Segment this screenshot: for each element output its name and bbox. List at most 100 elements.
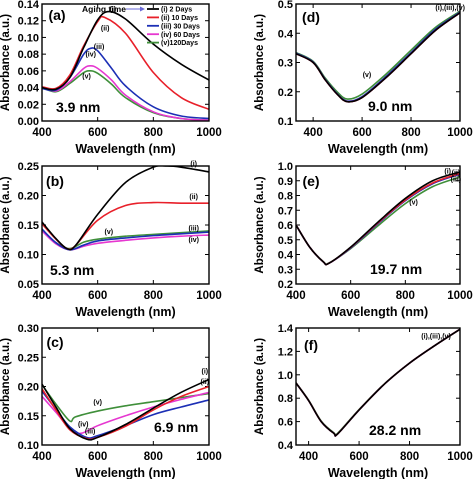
series-tag: (v): [93, 400, 102, 407]
plot-frame: [295, 327, 461, 446]
size-label: 19.7 nm: [370, 261, 422, 277]
y-tick-label: 1.0: [278, 370, 293, 382]
chart-panel-4: 400 600 800 1000 0.1 0.2 0.3 0.4 0.5 (i),(iii),(v…: [254, 0, 473, 156]
series-line--iv-60-days: [42, 65, 209, 121]
legend-entry-label: (iv) 60 Days: [161, 32, 200, 39]
x-axis-title: Wavelength (nm): [75, 466, 175, 479]
plot-frame: [41, 327, 210, 446]
x-tick-label: 400: [32, 451, 51, 463]
x-axis-title: Wavelength (nm): [328, 466, 428, 479]
y-axis-title: Absorbance (a.u.): [0, 176, 12, 273]
y-tick-label: 0.02: [18, 99, 39, 111]
y-tick-label: 1.4: [278, 323, 294, 335]
y-tick-label: 0.14: [18, 0, 40, 11]
series-line--ii-10-days: [296, 12, 460, 103]
series-tag: (ii): [189, 194, 198, 201]
y-tick-label: 0.2: [278, 279, 293, 291]
x-tick-label: 1000: [196, 290, 222, 302]
panel-label: (a): [48, 7, 65, 23]
y-tick-label: 0.6: [278, 220, 293, 232]
chart-panel-2: 400 600 800 1000 0.05 0.10 0.15 0.20 0.25 (i) (ii)…: [0, 161, 222, 319]
x-tick-label: 800: [144, 290, 163, 302]
y-tick-label: 0.00: [18, 116, 39, 128]
series-tag: (iii): [94, 44, 105, 51]
series-tag: (i): [110, 7, 117, 14]
series-line--iv-60-days: [296, 173, 460, 266]
series-lines: [296, 328, 460, 437]
legend-title: Aging time: [82, 4, 126, 14]
series-tag: (iv): [188, 237, 199, 244]
series-lines: [296, 10, 460, 103]
series-line--iv-60-days: [296, 12, 460, 103]
y-axis-title: Absorbance (a.u.): [254, 14, 266, 111]
panel-label: (d): [302, 9, 320, 25]
x-tick-label: 800: [144, 451, 163, 463]
y-tick-label: 0.10: [18, 440, 39, 452]
series-tag: (i): [202, 369, 209, 376]
x-tick-label: 600: [88, 127, 107, 139]
x-tick-label: 600: [88, 290, 107, 302]
x-tick-label: 400: [286, 290, 305, 302]
chart-panel-3: 400 600 800 1000 0.10 0.15 0.20 0.25 0.30 (i) (ii)…: [0, 323, 222, 480]
x-tick-label: 800: [400, 451, 419, 463]
series-tag: (v): [82, 73, 91, 80]
panel-label: (c): [46, 334, 63, 350]
series-tag: (ii): [201, 379, 210, 386]
size-label: 3.9 nm: [56, 99, 100, 115]
y-tick-label: 0.04: [18, 83, 40, 95]
series-line--iii-30-days: [296, 11, 460, 103]
x-tick-label: 1000: [447, 451, 473, 463]
legend: Aging time (i) 2 Days(ii) 10 Days(iii) 30…: [82, 4, 200, 47]
y-tick-label: 0.10: [18, 32, 39, 44]
y-tick-label: 0.2: [278, 87, 293, 99]
legend-entry-label: (i) 2 Days: [161, 7, 192, 14]
chart-panel-5: 400 600 800 1000 0.2 0.3 0.4 0.5 0.6 0.7 0.8 0.9 1.0…: [254, 161, 473, 319]
size-label: 28.2 nm: [369, 422, 421, 438]
y-tick-label: 0.4: [278, 440, 294, 452]
chart-panel-6: 400 600 800 1000 0.4 0.6 0.8 1.0 1.2 1.4 (i),(iii)…: [254, 323, 473, 480]
series-tag: (i),(iii),(v): [421, 334, 451, 341]
y-tick-label: 0.30: [18, 323, 39, 335]
y-tick-label: 0.05: [18, 279, 39, 291]
y-tick-label: 0.25: [18, 352, 39, 364]
y-axis-title: Absorbance (a.u.): [0, 14, 12, 111]
x-tick-label: 1000: [447, 290, 473, 302]
series-lines: [296, 171, 460, 266]
series-line--ii-10-days: [296, 172, 460, 266]
plot-frame: [41, 3, 210, 122]
y-axis-title: Absorbance (a.u.): [0, 338, 12, 435]
series-tag: (iii): [85, 428, 96, 435]
x-tick-label: 1000: [196, 451, 222, 463]
series-line--i-2-days: [296, 328, 460, 437]
chart-panel-1: 400 600 800 1000 0.00 0.02 0.04 0.06 0.08 0.10 0.1…: [0, 0, 222, 156]
legend-arrow-head: [140, 6, 145, 12]
y-tick-label: 0.3: [278, 58, 293, 70]
y-tick-label: 0.06: [18, 66, 39, 78]
y-tick-label: 0.15: [18, 411, 39, 423]
plot-frame: [295, 3, 461, 122]
series-tag: (i): [444, 168, 451, 175]
plot-frame: [295, 165, 461, 285]
y-tick-label: 0.25: [18, 161, 39, 173]
y-tick-label: 0.3: [278, 264, 293, 276]
plot-frame: [41, 165, 210, 285]
series-tag: (ii): [452, 170, 461, 177]
series-tag: (iv): [85, 52, 96, 59]
series-line--i-2-days: [42, 10, 209, 91]
x-tick-label: 400: [32, 127, 51, 139]
x-tick-label: 800: [396, 290, 415, 302]
x-axis-title: Wavelength (nm): [75, 142, 175, 156]
y-tick-label: 0.4: [278, 28, 294, 40]
y-tick-label: 1.2: [278, 346, 293, 358]
y-tick-label: 0.08: [18, 49, 39, 61]
series-line--ii-10-days: [42, 201, 209, 251]
y-tick-label: 0.10: [18, 250, 39, 262]
size-label: 9.0 nm: [368, 98, 412, 114]
series-line--v-120days: [296, 176, 460, 266]
y-tick-label: 0.20: [18, 382, 39, 394]
series-line--iii-30-days: [296, 173, 460, 266]
y-tick-label: 0.15: [18, 220, 39, 232]
series-line--v-120days: [296, 10, 460, 100]
